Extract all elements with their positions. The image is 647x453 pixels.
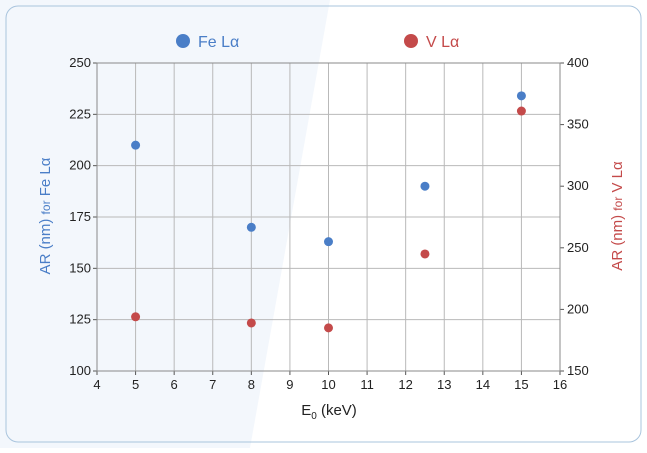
y-axis-left-title-main: AR (nm) bbox=[37, 219, 54, 275]
x-axis-title-unit: (keV) bbox=[317, 402, 357, 419]
axes bbox=[93, 62, 564, 375]
y-right-tick-label: 250 bbox=[567, 240, 589, 255]
y-left-tick-label: 125 bbox=[69, 312, 91, 327]
legend-marker-fe bbox=[176, 34, 190, 48]
data-point-fe bbox=[324, 237, 333, 247]
y-right-tick-label: 400 bbox=[567, 55, 589, 70]
data-point-fe bbox=[420, 181, 430, 191]
y-left-tick-label: 175 bbox=[69, 209, 91, 224]
legend-label-fe: Fe Lα bbox=[198, 34, 239, 51]
y-left-tick-label: 200 bbox=[69, 158, 91, 173]
data-point-fe bbox=[246, 222, 256, 232]
y-axis-right-title: AR (nm) for V Lα bbox=[609, 161, 626, 271]
y-axis-left-title: AR (nm) for Fe Lα bbox=[37, 157, 54, 274]
y-left-tick-label: 100 bbox=[69, 363, 91, 378]
x-tick-label: 4 bbox=[93, 377, 100, 392]
data-point-fe bbox=[516, 91, 526, 101]
background-watermark bbox=[0, 0, 330, 448]
x-tick-label: 10 bbox=[321, 377, 335, 392]
x-tick-label: 11 bbox=[360, 377, 374, 392]
y-axis-left-title-end: Fe Lα bbox=[37, 157, 54, 196]
plot-area-border bbox=[96, 62, 561, 372]
y-axis-left-title-small: for bbox=[39, 200, 53, 214]
x-tick-label: 13 bbox=[437, 377, 451, 392]
y-right-tick-label: 150 bbox=[567, 363, 589, 378]
data-point-v bbox=[246, 318, 256, 328]
x-tick-label: 16 bbox=[553, 377, 567, 392]
data-points bbox=[131, 91, 526, 333]
y-axis-right-title-main: AR (nm) bbox=[609, 215, 626, 271]
y-left-tick-label: 225 bbox=[69, 106, 91, 121]
y-axis-right-title-small: for bbox=[611, 197, 625, 211]
y-left-tick-label: 250 bbox=[69, 55, 91, 70]
data-point-v bbox=[516, 106, 526, 116]
tick-labels: 4 5 6 7 8 9 10 11 12 13 14 15 16 100 125 150 175 200 225 25… bbox=[69, 55, 588, 392]
legend-marker-v bbox=[404, 34, 418, 48]
y-right-tick-label: 200 bbox=[567, 301, 589, 316]
x-tick-label: 12 bbox=[398, 377, 412, 392]
x-tick-label: 5 bbox=[132, 377, 139, 392]
legend-label-v: V Lα bbox=[426, 34, 459, 51]
y-right-tick-label: 350 bbox=[567, 117, 589, 132]
x-tick-label: 8 bbox=[248, 377, 255, 392]
data-point-v bbox=[420, 249, 430, 259]
x-axis-title-main: E bbox=[301, 402, 311, 419]
x-axis-title-subscript: 0 bbox=[311, 411, 317, 422]
legend: Fe Lα V Lα bbox=[176, 34, 459, 51]
x-tick-label: 6 bbox=[171, 377, 178, 392]
data-point-fe bbox=[131, 140, 141, 150]
x-tick-label: 9 bbox=[286, 377, 293, 392]
y-axis-right-title-end: V Lα bbox=[609, 161, 626, 193]
y-left-tick-label: 150 bbox=[69, 260, 91, 275]
x-tick-label: 7 bbox=[209, 377, 216, 392]
y-right-tick-label: 300 bbox=[567, 178, 589, 193]
x-tick-label: 14 bbox=[476, 377, 490, 392]
chart-border bbox=[5, 5, 642, 443]
data-point-v bbox=[324, 323, 333, 333]
x-axis-title: E0 (keV) bbox=[301, 402, 357, 422]
data-point-v bbox=[131, 312, 141, 322]
x-tick-label: 15 bbox=[514, 377, 528, 392]
